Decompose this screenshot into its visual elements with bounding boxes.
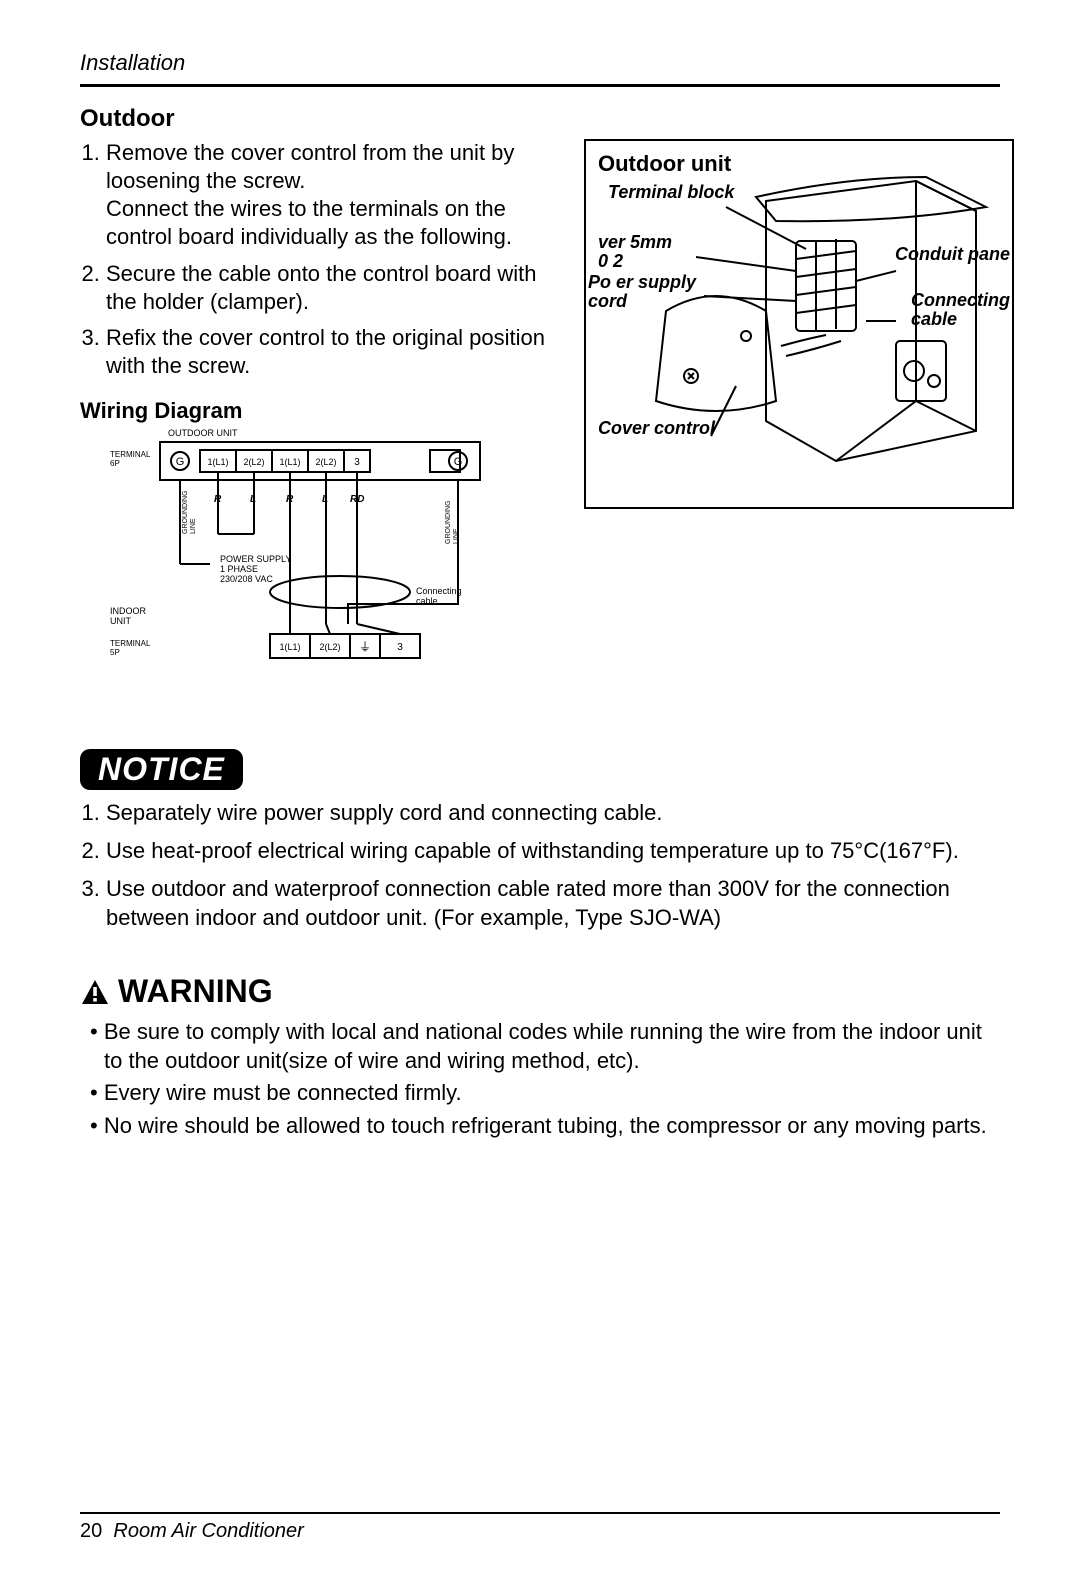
wiring-diagram: G 1(L1) 2(L2) 1(L1) 2(L2) 3 G (80, 424, 490, 684)
svg-text:R: R (214, 494, 222, 505)
svg-text:1(L1): 1(L1) (279, 642, 300, 652)
svg-text:5P: 5P (110, 648, 120, 657)
svg-text:G: G (454, 456, 463, 468)
svg-text:L: L (250, 494, 256, 505)
svg-text:2(L2): 2(L2) (319, 642, 340, 652)
warning-text: WARNING (118, 973, 273, 1010)
notice-badge: NOTICE (80, 749, 243, 790)
svg-text:OUTDOOR UNIT: OUTDOOR UNIT (168, 428, 238, 438)
step-2: Secure the cable onto the control board … (106, 260, 560, 316)
wiring-heading: Wiring Diagram (80, 398, 560, 424)
warning-item-3: No wire should be allowed to touch refri… (104, 1112, 1000, 1141)
svg-text:1(L1): 1(L1) (279, 457, 300, 467)
svg-text:L: L (322, 494, 328, 505)
notice-item-2: Use heat-proof electrical wiring capable… (106, 836, 1000, 866)
header-divider (80, 84, 1000, 87)
footer: 20 Room Air Conditioner (80, 1512, 1000, 1543)
svg-text:3: 3 (397, 642, 403, 653)
page-number: 20 (80, 1520, 102, 1542)
svg-text:R: R (286, 494, 294, 505)
warning-item-2: Every wire must be connected firmly. (104, 1079, 1000, 1108)
notice-list: Separately wire power supply cord and co… (80, 798, 1000, 933)
svg-text:UNIT: UNIT (110, 616, 131, 626)
doc-title: Room Air Conditioner (113, 1520, 303, 1542)
svg-text:POWER SUPPLY: POWER SUPPLY (220, 554, 291, 564)
notice-item-3: Use outdoor and waterproof connection ca… (106, 874, 1000, 933)
svg-text:RD: RD (350, 494, 364, 505)
svg-text:Connecting: Connecting (416, 586, 462, 596)
svg-text:GROUNDING: GROUNDING (182, 491, 189, 535)
svg-text:2(L2): 2(L2) (315, 457, 336, 467)
step-3: Refix the cover control to the original … (106, 324, 560, 380)
notice-item-1: Separately wire power supply cord and co… (106, 798, 1000, 828)
svg-text:TERMINAL: TERMINAL (110, 450, 151, 459)
right-column: Outdoor unit Terminal block ver 5mm 0 2 … (584, 139, 1014, 689)
outdoor-unit-figure: Outdoor unit Terminal block ver 5mm 0 2 … (584, 139, 1014, 509)
svg-text:cable: cable (416, 596, 438, 606)
warning-item-1: Be sure to comply with local and nationa… (104, 1018, 1000, 1075)
left-column: Remove the cover control from the unit b… (80, 139, 560, 689)
svg-text:1 PHASE: 1 PHASE (220, 564, 258, 574)
svg-text:230/208 VAC: 230/208 VAC (220, 574, 273, 584)
svg-text:LINE: LINE (453, 528, 460, 544)
outdoor-unit-svg (596, 171, 1002, 491)
svg-text:LINE: LINE (190, 518, 197, 534)
svg-text:⏚: ⏚ (359, 640, 371, 654)
header-section: Installation (80, 50, 1000, 76)
svg-text:6P: 6P (110, 459, 120, 468)
step-1: Remove the cover control from the unit b… (106, 139, 560, 252)
outdoor-title: Outdoor (80, 105, 1000, 133)
svg-text:1(L1): 1(L1) (207, 457, 228, 467)
svg-text:GROUNDING: GROUNDING (445, 501, 452, 545)
warning-title: WARNING (80, 973, 1000, 1010)
svg-text:G: G (176, 456, 185, 468)
warning-list: Be sure to comply with local and nationa… (80, 1018, 1000, 1140)
svg-text:2(L2): 2(L2) (243, 457, 264, 467)
warning-icon (80, 978, 110, 1006)
svg-text:3: 3 (354, 457, 360, 468)
footer-divider (80, 1512, 1000, 1514)
svg-text:INDOOR: INDOOR (110, 606, 147, 616)
svg-text:TERMINAL: TERMINAL (110, 639, 151, 648)
